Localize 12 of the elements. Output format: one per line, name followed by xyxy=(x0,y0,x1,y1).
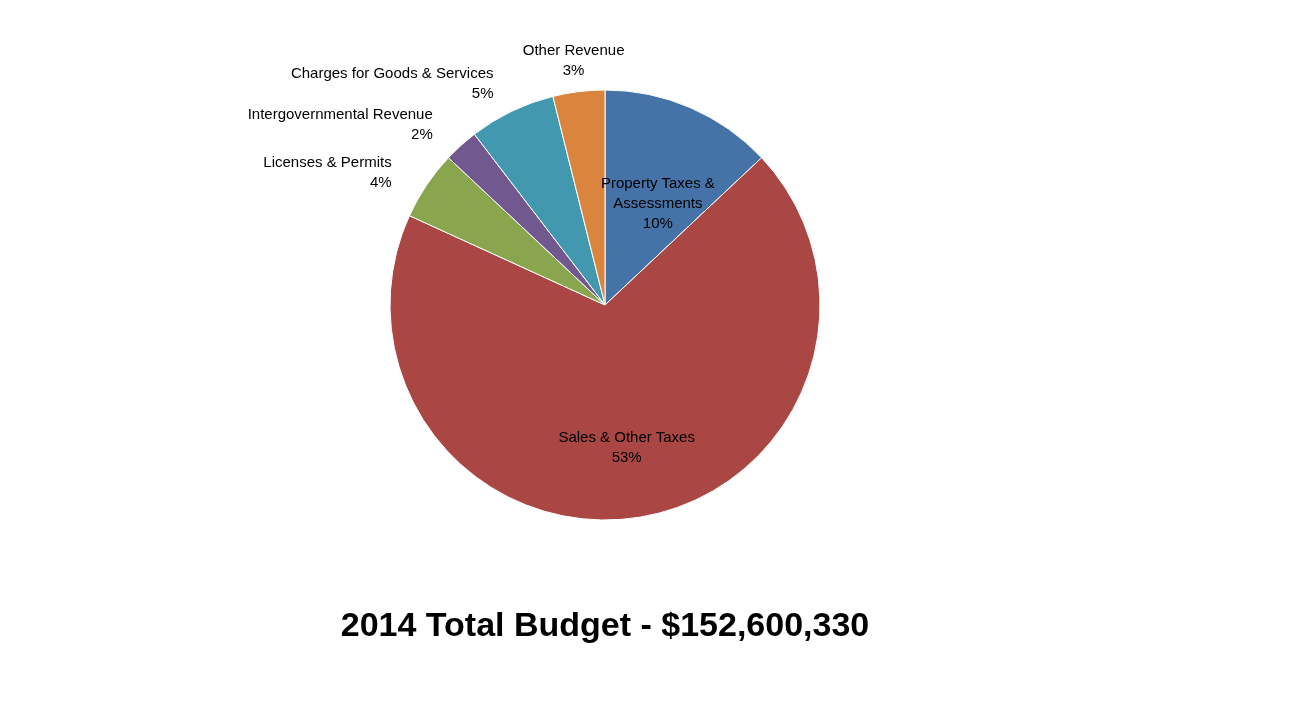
data-label: 53% xyxy=(611,447,642,465)
text: 2014 Total Budget - $152,600,330 xyxy=(340,605,870,643)
slice-label: Sales & Other Taxes xyxy=(558,427,695,445)
slice-label: Other Revenue xyxy=(522,40,625,58)
data-label: 10% xyxy=(642,213,673,231)
data-label: 3% xyxy=(562,60,585,78)
slice-label: Intergovernmental Revenue xyxy=(247,105,433,123)
data-label: 5% xyxy=(471,84,494,102)
data-label: 4% xyxy=(369,172,392,190)
slice-label: Licenses & Permits xyxy=(263,152,392,170)
data-label: 2% xyxy=(411,125,433,143)
slice-label: Charges for Goods & Services xyxy=(290,64,494,82)
